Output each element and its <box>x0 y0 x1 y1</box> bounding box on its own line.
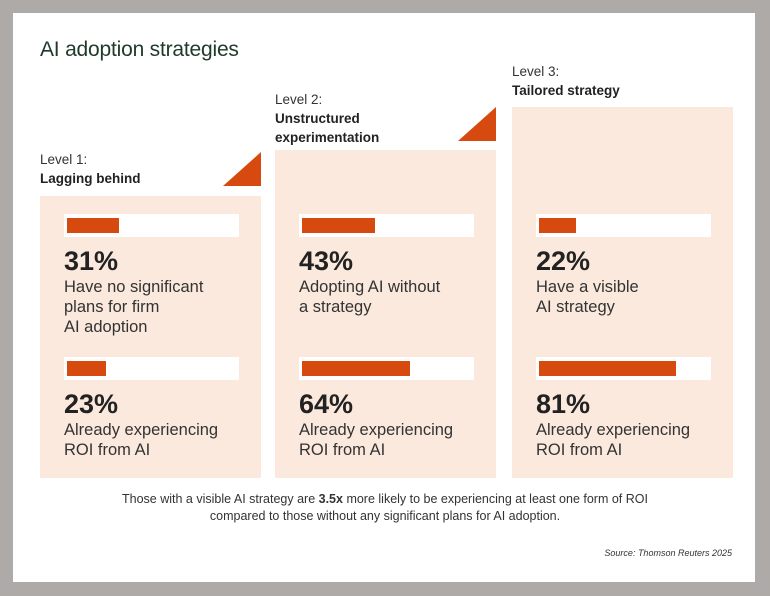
page-title: AI adoption strategies <box>40 38 239 61</box>
metric-percent: 31% <box>64 246 119 276</box>
bar-fill <box>302 218 375 233</box>
bar-fill <box>302 361 411 376</box>
metric: 31% Have no significant plans for firm AI … <box>64 214 239 337</box>
metric: 43% Adopting AI without a strategy <box>299 214 474 317</box>
level-panel <box>275 150 496 478</box>
metric-percent: 64% <box>299 389 354 419</box>
metric: 23% Already experiencing ROI from AI <box>64 357 239 460</box>
level-heading: Level 2: Unstructured experimentation <box>275 90 465 147</box>
footnote-highlight: 3.5x <box>318 492 343 506</box>
description-line: plans for firm <box>64 298 160 316</box>
metric-description: Have no significant plans for firm AI adop… <box>64 277 239 337</box>
source-note: Source: Thomson Reuters 2025 <box>604 548 732 558</box>
bar-fill <box>539 218 577 233</box>
description-line: Have no significant <box>64 278 204 296</box>
description-line: Already experiencing <box>299 421 454 439</box>
metric: 22% Have a visible AI strategy <box>536 214 711 317</box>
bar-track <box>299 357 474 380</box>
metric: 64% Already experiencing ROI from AI <box>299 357 474 460</box>
description-line: Already experiencing <box>64 421 219 439</box>
bar-fill <box>67 218 120 233</box>
level-panel <box>40 196 261 478</box>
metric-description: Already experiencing ROI from AI <box>299 420 474 460</box>
metric-description: Have a visible AI strategy <box>536 277 711 317</box>
description-line: Have a visible <box>536 278 639 296</box>
description-line: ROI from AI <box>536 441 623 459</box>
bar-track <box>64 214 239 237</box>
level-number: Level 1: <box>40 152 88 167</box>
description-line: Adopting AI without <box>299 278 441 296</box>
bar-track <box>536 357 711 380</box>
level-name: Lagging behind <box>40 171 141 186</box>
metric-percent: 23% <box>64 389 119 419</box>
footnote-text: Those with a visible AI strategy are <box>122 492 319 506</box>
footnote-text: compared to those without any significan… <box>209 509 561 523</box>
metric-description: Adopting AI without a strategy <box>299 277 474 317</box>
bar-track <box>64 357 239 380</box>
level-number: Level 2: <box>275 92 323 107</box>
level-number: Level 3: <box>512 64 560 79</box>
description-line: Already experiencing <box>536 421 691 439</box>
level-heading: Level 3: Tailored strategy <box>512 62 702 100</box>
footnote-text: more likely to be experiencing at least … <box>342 492 648 506</box>
metric-percent: 22% <box>536 246 591 276</box>
metric-percent: 43% <box>299 246 354 276</box>
description-line: a strategy <box>299 298 372 316</box>
description-line: ROI from AI <box>299 441 386 459</box>
description-line: ROI from AI <box>64 441 151 459</box>
level-panel <box>512 107 733 478</box>
bar-fill <box>539 361 676 376</box>
level-heading: Level 1: Lagging behind <box>40 150 230 188</box>
bar-track <box>536 214 711 237</box>
bar-fill <box>67 361 106 376</box>
description-line: AI strategy <box>536 298 615 316</box>
footnote: Those with a visible AI strategy are 3.5… <box>0 491 770 525</box>
level-name: Unstructured experimentation <box>275 111 380 145</box>
metric-description: Already experiencing ROI from AI <box>536 420 711 460</box>
bar-track <box>299 214 474 237</box>
level-name: Tailored strategy <box>512 83 620 98</box>
metric-percent: 81% <box>536 389 591 419</box>
metric-description: Already experiencing ROI from AI <box>64 420 239 460</box>
metric: 81% Already experiencing ROI from AI <box>536 357 711 460</box>
description-line: AI adoption <box>64 318 148 336</box>
